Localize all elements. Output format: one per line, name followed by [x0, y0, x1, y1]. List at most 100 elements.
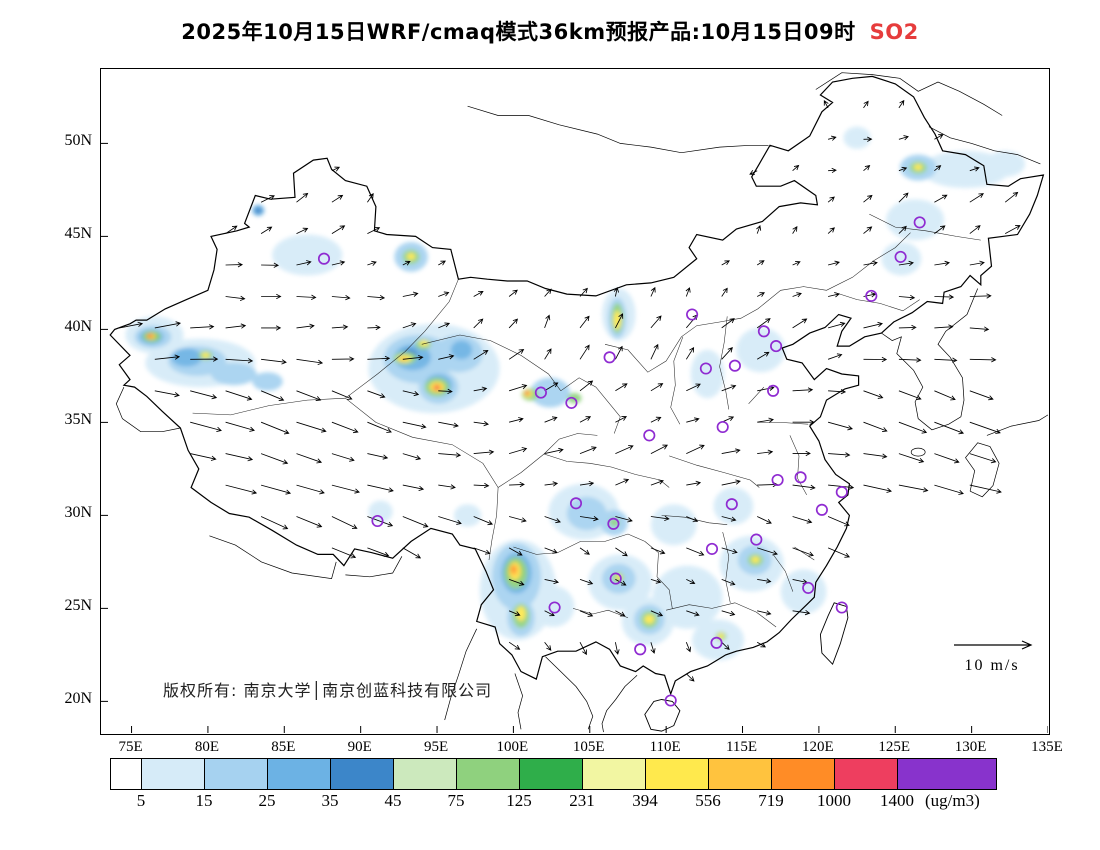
wind-legend-arrow-icon [954, 640, 1033, 650]
so2-plume [531, 586, 575, 627]
city-marker [569, 497, 583, 510]
city-marker [835, 601, 848, 614]
colorbar-tick-label: 125 [506, 791, 532, 810]
lon-tick-label: 115E [725, 739, 758, 755]
colorbar-tick-label: 556 [695, 791, 721, 810]
lon-tick-label: 80E [194, 739, 219, 755]
so2-plume [272, 234, 343, 276]
city-marker [548, 601, 561, 614]
city-markers-layer [317, 216, 926, 707]
lon-tick-label: 95E [423, 739, 449, 755]
title-text: 2025年10月15日WRF/cmaq模式36km预报产品:10月15日09时 [181, 20, 856, 44]
colorbar-cell [111, 759, 142, 789]
so2-plume [201, 352, 210, 358]
colorbar-cell [394, 759, 457, 789]
city-marker [750, 533, 763, 546]
map-canvas: 10 m/s [101, 72, 1048, 733]
colorbar-tick-label: 5 [136, 791, 146, 810]
colorbar-tick-label: 15 [195, 791, 213, 810]
so2-plume [751, 556, 760, 563]
lon-tick-label: 105E [572, 739, 605, 755]
lon-tick-label: 125E [878, 739, 911, 755]
colorbar-cell [268, 759, 331, 789]
city-marker [317, 252, 331, 265]
city-marker [716, 420, 729, 434]
lon-tick-label: 85E [271, 739, 296, 755]
city-marker [913, 216, 926, 229]
colorbar-tick-label: 25 [258, 791, 276, 810]
colorbar-cell [898, 759, 996, 789]
so2-plume [406, 253, 416, 260]
so2-plume [254, 207, 262, 214]
city-marker [705, 542, 719, 555]
so2-plume [718, 633, 725, 639]
jeju-island-outline [910, 447, 926, 457]
so2-plume [913, 164, 923, 171]
so2-plume [453, 504, 482, 527]
city-marker [603, 351, 616, 364]
lat-tick-label: 35N [64, 411, 92, 429]
colorbar-cell [142, 759, 205, 789]
axis-ticks [101, 142, 1048, 733]
colorbar-cell [583, 759, 646, 789]
so2-plume [650, 504, 697, 546]
colorbar-cell [205, 759, 268, 789]
colorbar-tick-label: 1000 [817, 791, 851, 810]
map-frame: 10 m/s 版权所有: 南京大学│南京创蓝科技有限公司 [100, 68, 1050, 735]
city-marker [767, 384, 780, 397]
so2-plume [843, 126, 871, 149]
so2-plume [450, 340, 473, 360]
so2-plume [211, 362, 257, 386]
city-marker [686, 308, 699, 321]
city-marker [607, 517, 620, 530]
so2-plume [511, 565, 516, 573]
city-marker [757, 325, 770, 338]
china-boundary [109, 75, 1045, 696]
so2-plume [148, 334, 152, 337]
city-marker [725, 498, 738, 511]
lon-tick-label: 110E [649, 739, 681, 755]
wind-legend-label: 10 m/s [964, 657, 1019, 674]
so2-concentration-layer [125, 126, 1026, 661]
lat-tick-label: 20N [64, 690, 92, 708]
city-marker [534, 386, 547, 399]
lat-tick-label: 45N [64, 225, 92, 243]
so2-plume [713, 487, 754, 525]
city-marker [664, 694, 677, 707]
city-marker [609, 572, 622, 585]
so2-plume [399, 356, 408, 361]
so2-plume [566, 496, 607, 531]
colorbar-tick-label: 75 [447, 791, 465, 810]
so2-plume [644, 614, 655, 624]
colorbar-unit: (ug/m3) [925, 791, 980, 810]
so2-plume [530, 377, 570, 408]
lon-tick-label: 120E [802, 739, 834, 755]
lon-tick-label: 100E [496, 739, 529, 755]
title-species: SO2 [869, 20, 919, 44]
city-marker [865, 289, 878, 302]
colorbar-tick-label: 35 [321, 791, 339, 810]
colorbar [110, 758, 997, 790]
colorbar-tick-label: 1400 [880, 791, 914, 810]
colorbar-tick-label: 231 [569, 791, 595, 810]
lat-tick-label: 30N [64, 504, 92, 522]
city-marker [371, 514, 384, 528]
wind-legend: 10 m/s [954, 640, 1033, 674]
city-marker [643, 429, 656, 442]
city-marker [794, 471, 807, 484]
so2-plume [985, 150, 1026, 177]
lon-tick-label: 90E [347, 739, 372, 755]
city-marker [835, 486, 848, 499]
so2-plume [613, 310, 621, 330]
so2-plume [252, 372, 283, 391]
so2-plume [525, 391, 529, 394]
so2-plume [171, 348, 202, 367]
map-layers [109, 72, 1048, 733]
city-marker [565, 396, 578, 409]
lon-tick-label: 75E [118, 739, 143, 755]
city-marker [699, 362, 712, 375]
city-marker [802, 581, 815, 594]
lon-tick-label: 130E [954, 739, 987, 755]
colorbar-tick-label: 719 [758, 791, 784, 810]
